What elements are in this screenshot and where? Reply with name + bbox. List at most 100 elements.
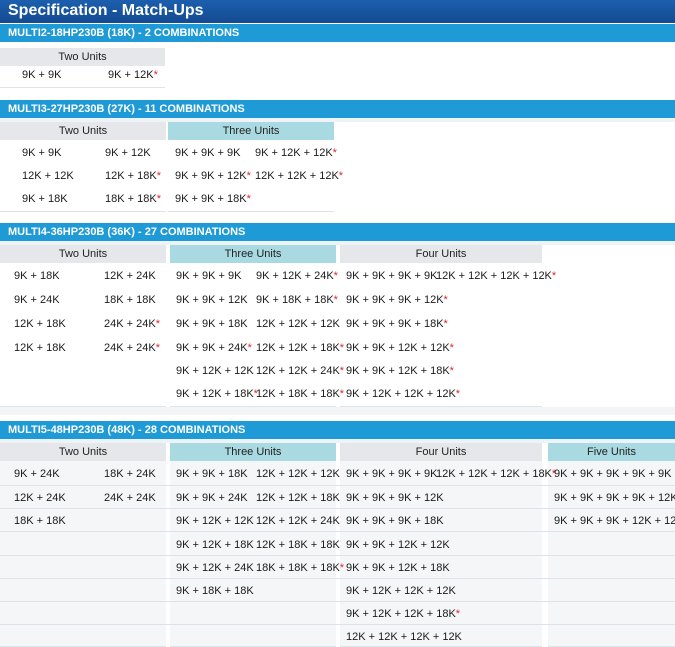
combination-cell: 9K + 9K + 9K + 9K + 9K (554, 468, 672, 480)
asterisk-mark: * (449, 365, 454, 377)
asterisk-mark: * (455, 608, 461, 620)
row-divider (0, 485, 675, 486)
combination-cell: 9K + 12K + 24K (176, 562, 254, 574)
combination-cell: 9K + 9K + 24K (176, 492, 248, 504)
combination-cell: 9K + 9K + 12K + 12K* (346, 342, 454, 354)
group-header-two-units: Two Units (0, 443, 166, 461)
asterisk-mark: * (443, 318, 448, 330)
asterisk-mark: * (333, 294, 338, 306)
asterisk-mark: * (253, 388, 258, 400)
group-panel (170, 263, 336, 407)
combination-cell: 9K + 9K (22, 147, 62, 159)
combination-cell: 9K + 9K + 18K* (175, 193, 251, 205)
combination-cell: 9K + 9K + 12K + 18K (346, 562, 450, 574)
combination-cell: 9K + 9K + 9K (176, 270, 242, 282)
combination-cell: 12K + 12K + 24K* (256, 365, 345, 377)
group-panel (548, 461, 675, 647)
group-panel (168, 140, 334, 212)
group-panel (170, 461, 336, 647)
asterisk-mark: * (333, 270, 338, 282)
asterisk-mark: * (551, 270, 557, 282)
combination-cell: 12K + 12K + 12K* (255, 170, 344, 182)
combination-cell: 9K + 12K + 12K + 18K* (346, 608, 461, 620)
combination-cell: 9K + 12K + 12K + 12K* (346, 388, 461, 400)
asterisk-mark: * (155, 318, 160, 330)
combination-cell: 12K + 18K* (105, 170, 161, 182)
group-panel (340, 461, 542, 647)
row-divider (0, 555, 675, 556)
combination-cell: 9K + 9K + 18K (176, 318, 248, 330)
asterisk-mark: * (156, 170, 161, 182)
row-divider (0, 578, 675, 579)
group-header-three-units: Three Units (170, 245, 336, 263)
combination-cell: 9K + 9K + 9K + 9K (346, 270, 438, 282)
group-header-five-units: Five Units (548, 443, 675, 461)
combination-cell: 12K + 12K + 18K (256, 492, 340, 504)
combination-cell: 9K + 9K + 9K + 9K (346, 468, 438, 480)
asterisk-mark: * (339, 342, 345, 354)
asterisk-mark: * (455, 388, 461, 400)
combination-cell: 9K + 18K + 18K (176, 585, 254, 597)
section-bar-multi2: MULTI2-18HP230B (18K) - 2 COMBINATIONS (0, 24, 675, 42)
group-header-four-units: Four Units (340, 245, 542, 263)
asterisk-mark: * (338, 170, 344, 182)
combination-cell: 9K + 18K + 18K* (256, 294, 338, 306)
group-header-four-units: Four Units (340, 443, 542, 461)
section-band (0, 439, 675, 443)
asterisk-mark: * (153, 69, 158, 81)
combination-cell: 9K + 12K + 12K + 12K (346, 585, 456, 597)
combination-cell: 24K + 24K* (104, 342, 160, 354)
section-bar-multi3: MULTI3-27HP230B (27K) - 11 COMBINATIONS (0, 100, 675, 118)
combination-cell: 12K + 12K + 12K + 18K* (436, 468, 557, 480)
asterisk-mark: * (332, 147, 337, 159)
combination-cell: 9K + 12K + 12K* (255, 147, 337, 159)
page-header: Specification - Match-Ups (0, 0, 675, 23)
combination-cell: 9K + 9K + 12K (176, 294, 248, 306)
row-divider (0, 601, 675, 602)
combination-cell: 18K + 18K* (105, 193, 161, 205)
combination-cell: 9K + 12K + 24K* (256, 270, 338, 282)
group-panel (0, 263, 166, 407)
combination-cell: 12K + 18K (14, 342, 66, 354)
combination-cell: 9K + 18K (14, 270, 60, 282)
group-panel (0, 461, 166, 647)
asterisk-mark: * (339, 562, 345, 574)
combination-cell: 9K + 9K + 18K (176, 468, 248, 480)
combination-cell: 9K + 12K + 12K (176, 515, 254, 527)
group-header-two-units: Two Units (0, 245, 166, 263)
combination-cell: 9K + 12K + 18K (176, 539, 254, 551)
combination-cell: 9K + 9K + 9K + 12K + 12K* (554, 515, 675, 527)
combination-cell: 9K + 12K + 12K (176, 365, 254, 377)
combination-cell: 9K + 12K (105, 147, 151, 159)
group-panel (0, 140, 166, 212)
combination-cell: 9K + 18K (22, 193, 68, 205)
combination-cell: 9K + 9K (22, 69, 62, 81)
combination-cell: 9K + 9K + 9K + 18K (346, 515, 444, 527)
row-divider (0, 624, 675, 625)
combination-cell: 12K + 18K + 18K* (256, 388, 345, 400)
combination-cell: 12K + 12K + 12K (256, 318, 340, 330)
combination-cell: 18K + 18K (14, 515, 66, 527)
group-panel (340, 263, 542, 407)
combination-cell: 12K + 12K (22, 170, 74, 182)
combination-cell: 12K + 12K + 24K (256, 515, 340, 527)
section-band (0, 407, 675, 415)
group-header-three-units: Three Units (168, 122, 334, 140)
section-band (0, 241, 675, 245)
group-header-two-units: Two Units (0, 48, 165, 66)
section-bar-multi4: MULTI4-36HP230B (36K) - 27 COMBINATIONS (0, 223, 675, 241)
combination-cell: 9K + 9K + 12K + 18K* (346, 365, 454, 377)
combination-cell: 12K + 24K (14, 492, 66, 504)
asterisk-mark: * (551, 468, 557, 480)
combination-cell: 9K + 9K + 9K + 18K* (346, 318, 448, 330)
asterisk-mark: * (339, 388, 345, 400)
asterisk-mark: * (246, 170, 251, 182)
asterisk-mark: * (247, 342, 252, 354)
combination-cell: 12K + 12K + 12K + 12K (346, 631, 462, 643)
asterisk-mark: * (156, 193, 161, 205)
combination-cell: 18K + 18K (104, 294, 156, 306)
asterisk-mark: * (449, 342, 454, 354)
combination-cell: 18K + 24K (104, 468, 156, 480)
combination-cell: 12K + 12K + 12K + 12K* (436, 270, 557, 282)
asterisk-mark: * (339, 365, 345, 377)
